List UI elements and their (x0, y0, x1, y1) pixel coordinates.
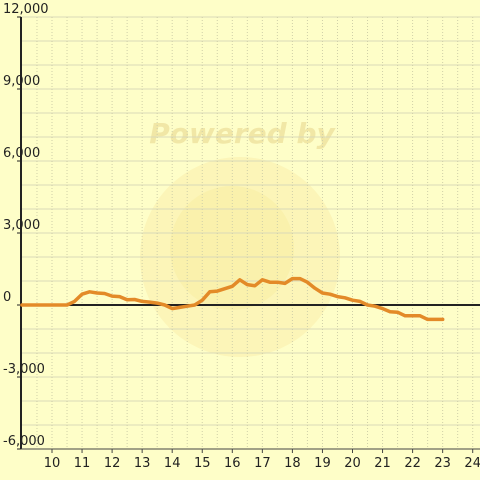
data-point (186, 305, 189, 308)
data-point (156, 301, 159, 305)
series-layer (20, 276, 445, 322)
data-point (366, 303, 369, 307)
data-point (396, 311, 399, 314)
data-point (208, 290, 211, 293)
data-point (216, 289, 219, 293)
x-tick-label: 15 (194, 456, 211, 471)
data-point (103, 292, 106, 295)
data-point (343, 296, 347, 299)
data-point (268, 281, 272, 284)
axes (17, 16, 480, 453)
data-point (65, 303, 69, 307)
data-point (110, 294, 114, 298)
series-line (20, 276, 445, 322)
x-tick-label: 16 (224, 456, 241, 471)
x-tick-label: 20 (344, 456, 361, 471)
x-tick-label: 10 (44, 456, 61, 471)
data-point (418, 314, 422, 317)
x-tick-label: 13 (134, 456, 151, 471)
data-point (411, 314, 414, 317)
data-point (321, 291, 324, 295)
data-point (73, 300, 76, 303)
data-point (118, 295, 121, 298)
data-point (306, 281, 309, 284)
data-point (20, 303, 24, 307)
data-point (171, 307, 174, 310)
y-tick-label: 3,000 (3, 218, 40, 233)
x-tick-label: 24 (464, 456, 480, 471)
data-point (223, 287, 226, 290)
watermark-text: Powered by (149, 117, 336, 150)
data-point (125, 298, 129, 301)
y-tick-label: 9,000 (3, 74, 40, 89)
data-point (283, 282, 287, 285)
data-point (253, 284, 256, 287)
y-tick-label: -3,000 (3, 362, 45, 377)
data-point (193, 303, 196, 307)
data-point (328, 293, 332, 296)
x-tick-label: 14 (164, 456, 181, 471)
data-point (246, 283, 249, 286)
y-tick-labels: 12,000 9,000 6,000 3,000 0 -3,000 -6,000 (3, 2, 49, 449)
x-tick-labels: 10 11 12 13 14 15 16 17 18 19 20 21 22 23 24 (44, 456, 480, 471)
data-point (336, 295, 339, 298)
x-tick-label: 17 (254, 456, 271, 471)
grid (21, 16, 480, 449)
data-point (373, 305, 377, 308)
x-tick-label: 19 (314, 456, 331, 471)
data-point (388, 310, 392, 313)
x-tick-label: 23 (434, 456, 451, 471)
data-point (276, 281, 279, 284)
x-tick-label: 22 (404, 456, 421, 471)
data-point (261, 278, 264, 281)
data-point (313, 287, 317, 290)
x-tick-label: 11 (74, 456, 91, 471)
data-point (441, 318, 444, 321)
data-point (238, 278, 241, 281)
y-tick-label: 12,000 (3, 2, 49, 17)
data-point (291, 277, 294, 280)
y-tick-label: -6,000 (3, 434, 45, 449)
x-tick-label: 18 (284, 456, 301, 471)
data-point (231, 285, 234, 288)
data-point (201, 299, 204, 302)
data-point (403, 314, 407, 317)
data-point (298, 277, 302, 280)
data-point (426, 318, 429, 321)
data-point (148, 300, 151, 304)
x-tick-label: 12 (104, 456, 121, 471)
y-tick-label: 0 (3, 290, 11, 305)
data-point (178, 306, 181, 309)
y-tick-label: 6,000 (3, 146, 40, 161)
data-point (95, 291, 99, 295)
data-point (358, 300, 362, 303)
data-point (351, 299, 354, 302)
data-point (133, 298, 136, 301)
data-point (88, 290, 91, 293)
data-point (381, 307, 384, 310)
x-tick-label: 21 (374, 456, 391, 471)
data-point (80, 293, 84, 296)
data-point (141, 300, 144, 303)
data-point (163, 303, 166, 307)
data-point (433, 318, 437, 321)
